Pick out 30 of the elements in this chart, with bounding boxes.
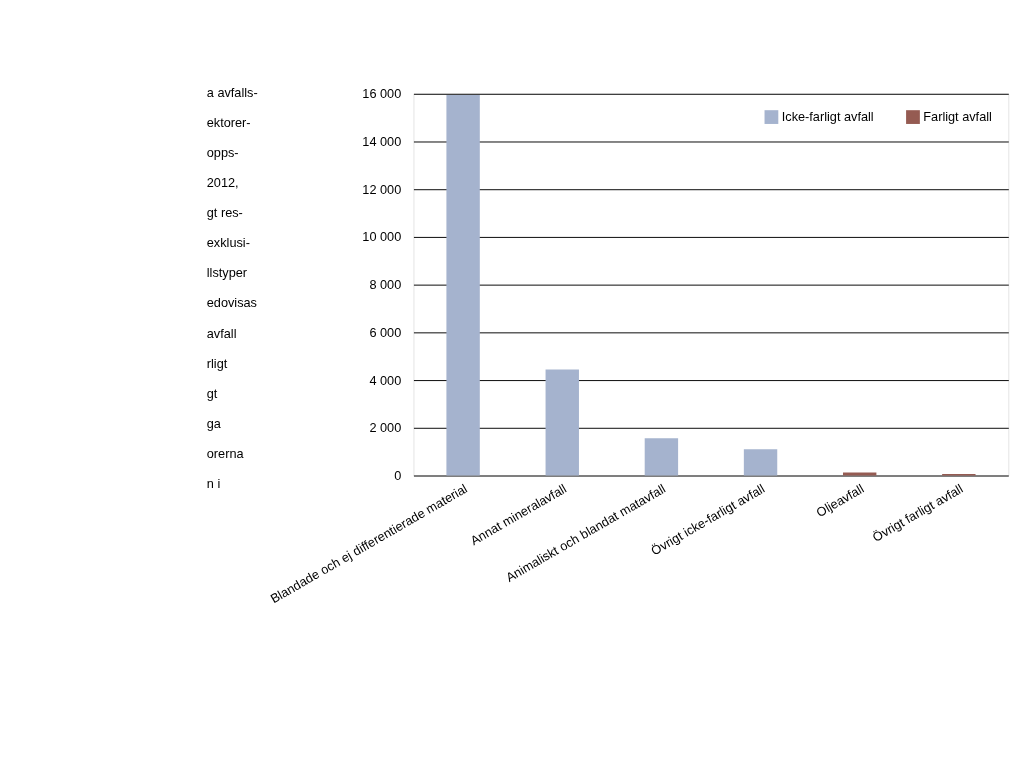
bar	[644, 438, 679, 476]
text: llstyper	[206, 265, 248, 281]
text: gt	[206, 385, 218, 401]
text: n i	[206, 475, 221, 491]
bar	[842, 472, 877, 476]
bar	[743, 449, 778, 476]
text: opps-	[206, 145, 239, 161]
legend-label: Farligt avfall	[923, 109, 992, 125]
y-tick-label: 6 000	[369, 324, 402, 340]
text: exklusi-	[206, 235, 250, 251]
text: rligt	[206, 355, 228, 371]
y-tick-label: 16 000	[362, 86, 402, 102]
y-tick-label: 2 000	[369, 420, 402, 436]
text: ektorer-	[206, 115, 251, 131]
text: a avfalls-	[206, 85, 258, 101]
text: edovisas	[206, 295, 257, 311]
text: 2012,	[206, 175, 239, 191]
y-tick-label: 14 000	[362, 133, 402, 149]
y-tick-label: 0	[394, 467, 402, 483]
y-tick-label: 12 000	[362, 181, 402, 197]
legend-label: Icke-farligt avfall	[781, 109, 874, 125]
text: ga	[206, 415, 222, 431]
text: gt res-	[206, 205, 243, 221]
y-tick-label: 4 000	[369, 372, 402, 388]
y-tick-label: 10 000	[362, 229, 402, 245]
y-tick-label: 8 000	[369, 277, 402, 293]
text: avfall	[206, 325, 237, 341]
bar	[545, 369, 579, 476]
text: orerna	[206, 445, 245, 461]
bar	[446, 95, 480, 476]
